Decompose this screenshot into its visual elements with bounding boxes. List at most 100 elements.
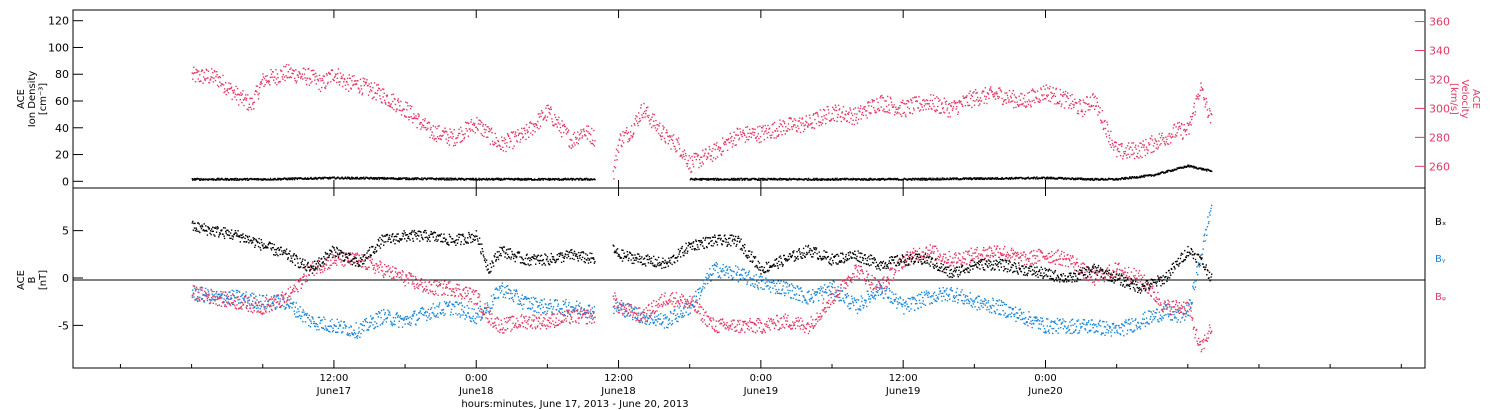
by-point xyxy=(471,317,474,320)
velocity-point xyxy=(311,80,313,83)
velocity-point xyxy=(394,103,397,106)
density-point xyxy=(698,179,701,181)
density-point xyxy=(560,179,563,181)
velocity-point xyxy=(771,123,773,126)
velocity-point xyxy=(1177,122,1179,124)
velocity-point xyxy=(536,126,538,129)
velocity-point xyxy=(1027,92,1029,94)
density-point xyxy=(255,178,258,180)
by-point xyxy=(438,304,440,306)
velocity-point xyxy=(550,108,552,110)
density-point xyxy=(991,177,993,179)
density-point xyxy=(354,176,357,179)
by-point xyxy=(715,264,717,267)
density-point xyxy=(1150,175,1152,177)
velocity-point xyxy=(812,114,814,116)
velocity-point xyxy=(944,112,946,114)
by-point xyxy=(546,310,549,312)
velocity-point xyxy=(797,125,799,127)
density-point xyxy=(1099,178,1102,181)
velocity-point xyxy=(827,109,830,111)
velocity-point xyxy=(1080,99,1082,102)
by-point xyxy=(800,287,802,289)
velocity-point xyxy=(841,112,843,114)
by-point xyxy=(326,329,329,331)
by-point xyxy=(538,311,540,314)
by-point xyxy=(379,312,381,314)
by-point xyxy=(786,282,789,285)
velocity-point xyxy=(280,69,282,71)
by-point xyxy=(648,323,651,325)
velocity-point xyxy=(308,84,310,86)
density-point xyxy=(389,177,391,179)
density-point xyxy=(849,179,852,181)
velocity-point xyxy=(1046,95,1048,98)
velocity-point xyxy=(1143,146,1145,148)
velocity-point xyxy=(557,119,559,121)
density-point xyxy=(551,178,554,181)
velocity-point xyxy=(860,118,862,120)
velocity-point xyxy=(708,146,710,148)
velocity-point xyxy=(756,140,758,142)
density-point xyxy=(1052,177,1054,180)
by-point xyxy=(868,298,870,300)
by-point xyxy=(784,282,786,284)
velocity-point xyxy=(817,115,819,117)
velocity-point xyxy=(814,118,816,121)
velocity-point xyxy=(303,73,306,75)
velocity-point xyxy=(574,136,577,138)
velocity-point xyxy=(308,67,310,70)
by-point xyxy=(432,303,434,305)
velocity-point xyxy=(687,159,689,162)
density-point xyxy=(749,179,751,181)
by-point xyxy=(332,329,335,332)
by-point xyxy=(669,322,671,324)
velocity-point xyxy=(269,84,271,86)
density-point xyxy=(498,179,501,181)
velocity-point xyxy=(785,126,787,128)
density-point xyxy=(1171,170,1173,172)
velocity-point xyxy=(962,95,964,97)
density-point xyxy=(266,179,268,181)
velocity-point xyxy=(1191,118,1193,121)
density-point xyxy=(1164,172,1166,174)
velocity-point xyxy=(992,96,995,98)
density-point xyxy=(463,179,466,181)
velocity-point xyxy=(744,141,747,143)
density-point xyxy=(392,178,394,180)
velocity-point xyxy=(1094,108,1096,110)
by-point xyxy=(352,333,354,335)
by-point xyxy=(906,306,909,308)
by-point xyxy=(394,324,396,326)
by-point xyxy=(746,281,749,283)
density-point xyxy=(740,177,743,180)
velocity-point xyxy=(1111,142,1114,145)
velocity-point xyxy=(751,133,753,135)
by-point xyxy=(243,297,246,299)
velocity-point xyxy=(931,108,933,110)
velocity-point xyxy=(863,108,866,110)
velocity-point xyxy=(1163,140,1165,143)
velocity-point xyxy=(657,132,660,135)
velocity-point xyxy=(235,85,237,88)
velocity-point xyxy=(265,79,267,81)
by-point xyxy=(226,298,228,300)
by-point xyxy=(688,313,690,315)
by-point xyxy=(693,295,695,297)
by-point xyxy=(330,325,333,328)
velocity-point xyxy=(779,119,781,121)
density-point xyxy=(798,178,800,181)
velocity-point xyxy=(871,99,873,101)
velocity-point xyxy=(618,138,620,141)
by-point xyxy=(724,266,727,268)
velocity-point xyxy=(1074,98,1076,100)
by-point xyxy=(386,316,389,319)
velocity-point xyxy=(229,83,232,85)
velocity-point xyxy=(831,112,833,115)
by-point xyxy=(577,309,579,311)
velocity-point xyxy=(1090,105,1092,108)
velocity-point xyxy=(758,141,761,144)
density-point xyxy=(347,176,349,179)
by-point xyxy=(522,308,524,310)
velocity-point xyxy=(776,128,778,130)
